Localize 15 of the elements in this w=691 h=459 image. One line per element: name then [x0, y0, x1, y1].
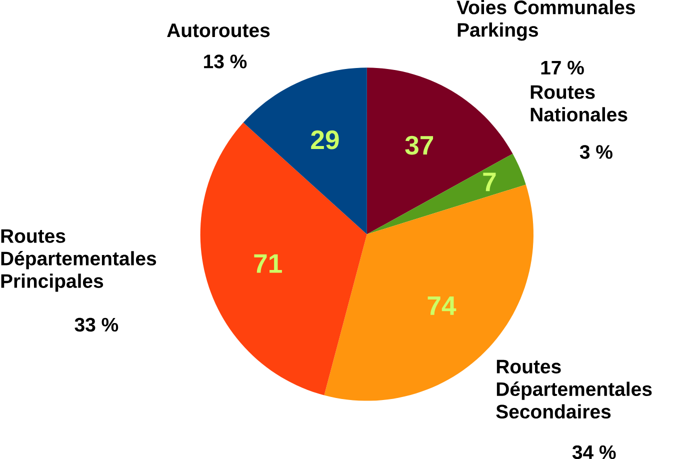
data-label: 7 [483, 172, 496, 192]
text: 3 % [580, 145, 612, 159]
slice-label: Voies Communales Parkings [456, 0, 635, 41]
text: 34 % [572, 445, 616, 459]
slice-label: Autoroutes [167, 24, 270, 38]
data-label: 29 [311, 130, 339, 150]
data-label: 37 [405, 136, 434, 155]
text: 33 % [74, 318, 118, 332]
slice-label: Routes Nationales [530, 85, 628, 122]
slice-label: Routes Départementales Principales [1, 229, 156, 292]
text: 13 % [204, 54, 247, 68]
slice-label: Routes Départementales Secondaires [496, 360, 652, 418]
text: 17 % [541, 60, 584, 74]
data-label: 71 [254, 254, 282, 273]
data-label: 74 [428, 296, 456, 315]
